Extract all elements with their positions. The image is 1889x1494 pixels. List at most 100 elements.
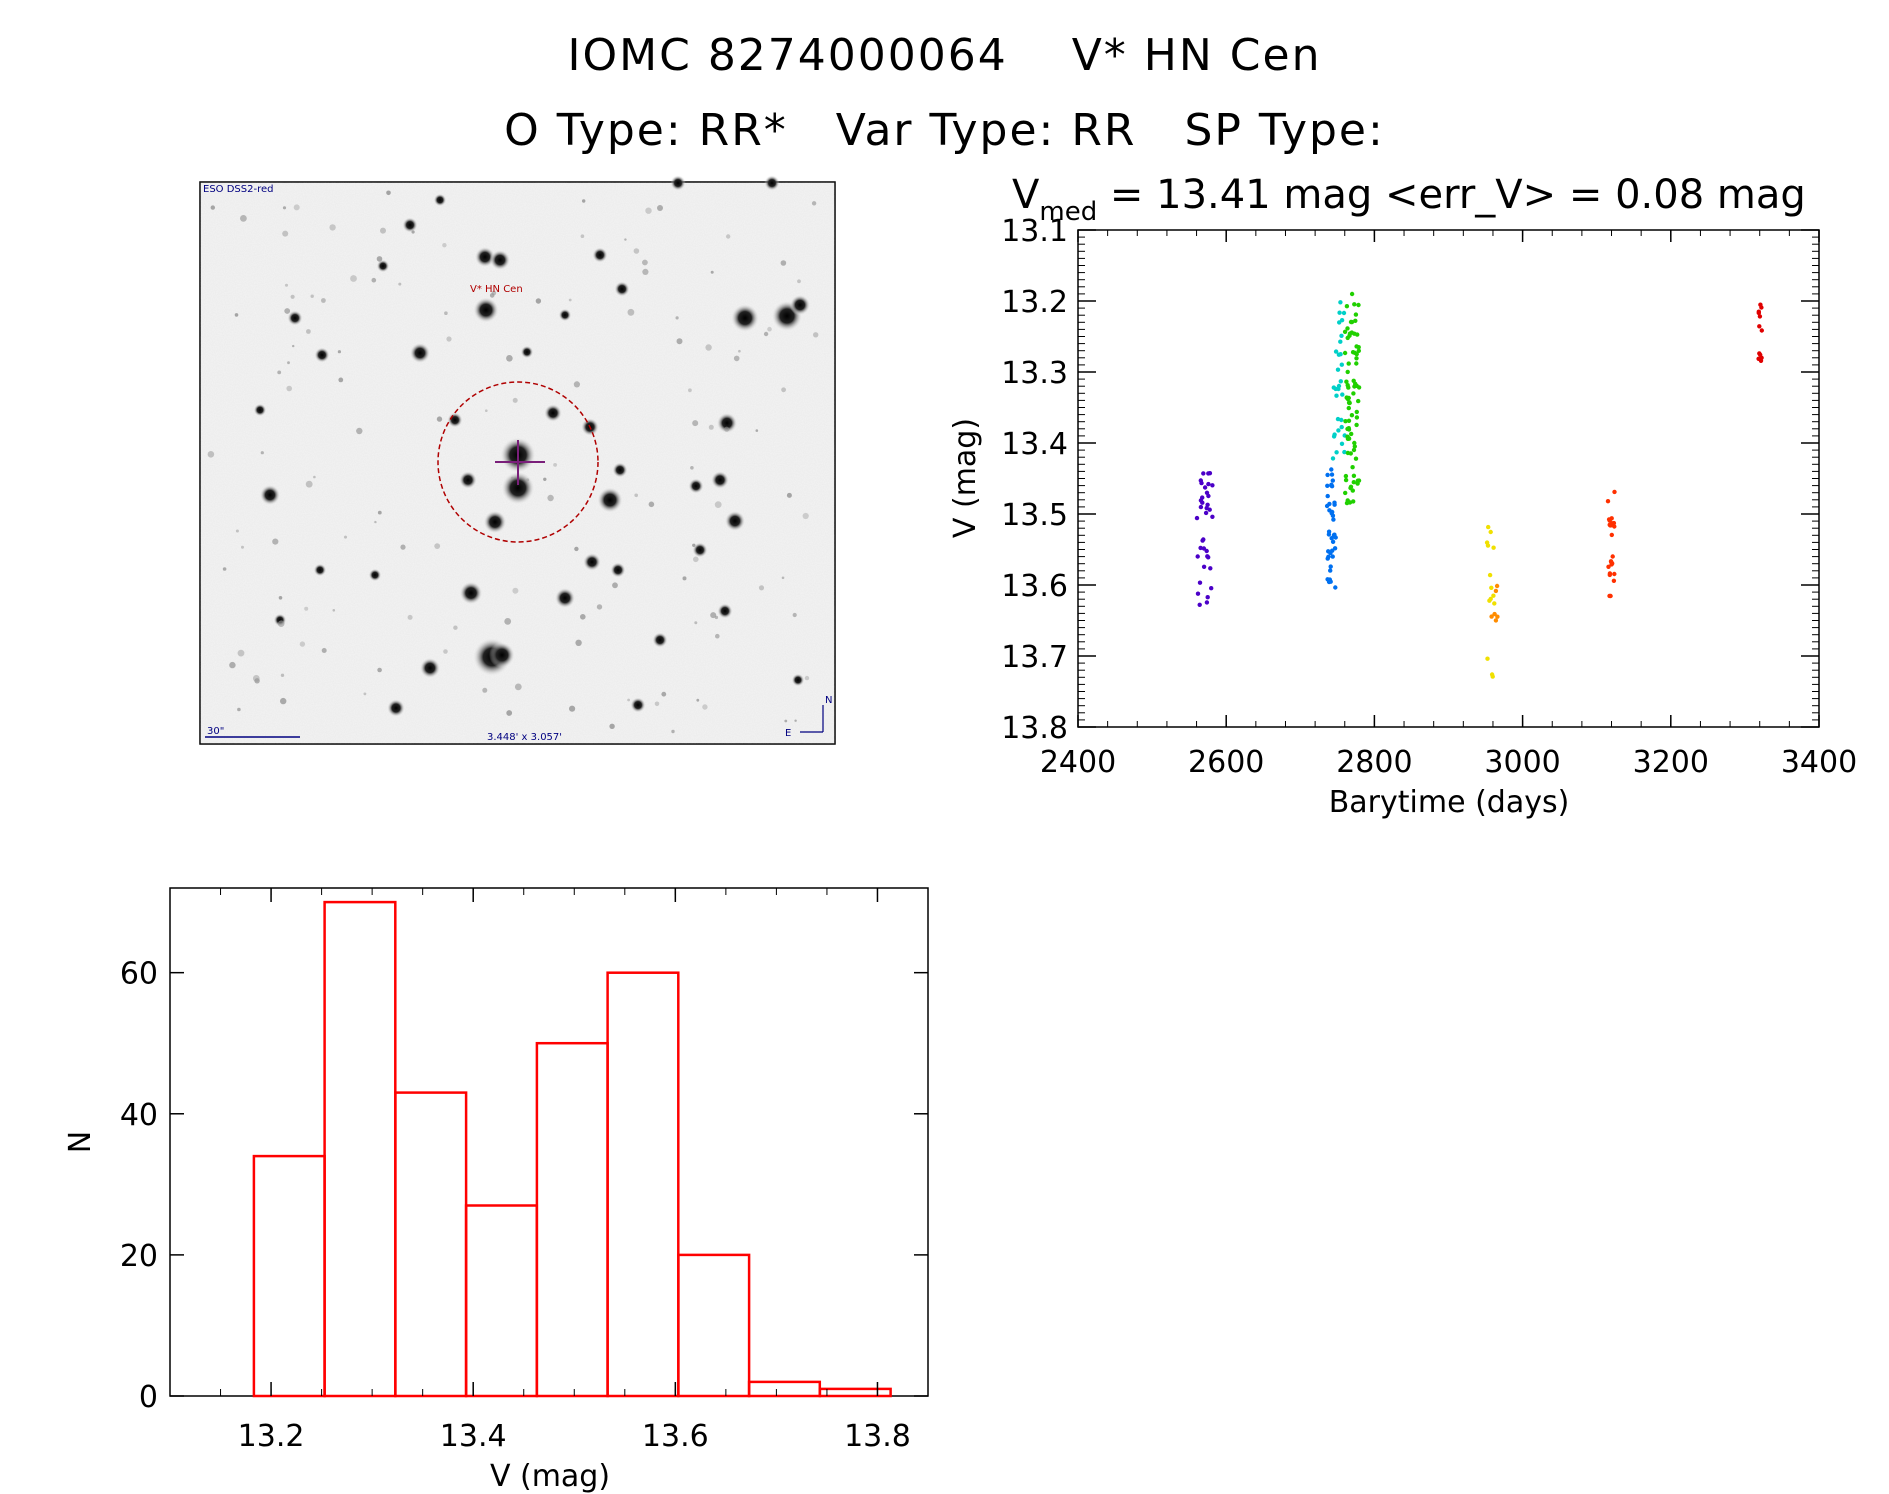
hist-ytick-label: 60 xyxy=(120,957,158,992)
faint-star xyxy=(338,377,344,383)
lc-ytick-label: 13.8 xyxy=(1001,711,1068,746)
faint-star xyxy=(781,387,786,393)
star-36 xyxy=(376,259,390,273)
faint-star xyxy=(705,344,712,351)
faint-star xyxy=(535,298,542,304)
chart-title-line2: O Type: RR* Var Type: RR SP Type: xyxy=(504,105,1385,156)
star-25 xyxy=(582,552,602,572)
lc-point xyxy=(1338,300,1343,305)
star-17 xyxy=(724,510,746,532)
star-3 xyxy=(597,487,623,513)
lc-point xyxy=(1338,339,1343,344)
lc-point xyxy=(1356,398,1361,404)
lc-point xyxy=(1757,324,1762,329)
lc-point xyxy=(1339,441,1345,446)
lc-point xyxy=(1200,495,1205,500)
lc-point xyxy=(1333,585,1338,590)
faint-star xyxy=(624,238,627,241)
faint-star xyxy=(733,355,740,362)
lc-point xyxy=(1608,593,1613,599)
histogram-ylabel: N xyxy=(63,1131,98,1153)
light-curve-ylabel: V (mag) xyxy=(948,418,983,538)
lc-point xyxy=(1485,656,1490,661)
faint-star xyxy=(272,538,279,545)
faint-star xyxy=(313,475,316,479)
lc-point xyxy=(1351,480,1357,485)
faint-star xyxy=(241,545,244,549)
lc-point xyxy=(1338,352,1343,357)
faint-star xyxy=(443,649,448,654)
lc-point xyxy=(1198,504,1204,510)
faint-star xyxy=(237,707,241,712)
lc-point xyxy=(1327,577,1333,582)
lc-point xyxy=(1488,529,1493,535)
lc-ytick-label: 13.3 xyxy=(1001,356,1068,391)
histogram-bar xyxy=(606,971,680,1398)
lc-point xyxy=(1349,413,1355,418)
lc-point xyxy=(1210,483,1215,488)
lc-point xyxy=(1328,568,1333,573)
lc-point xyxy=(1346,400,1352,405)
lc-point xyxy=(1194,515,1200,521)
star-39 xyxy=(447,412,463,428)
lc-point xyxy=(1607,572,1613,578)
lc-point xyxy=(1201,564,1207,569)
field-size-label: 3.448' x 3.057' xyxy=(487,732,562,743)
lc-point xyxy=(1353,456,1359,461)
faint-star xyxy=(237,649,245,657)
hist-xtick-label: 13.6 xyxy=(642,1419,709,1454)
lc-point xyxy=(1326,549,1331,554)
faint-star xyxy=(612,582,618,589)
histogram-bar xyxy=(677,1253,751,1398)
histogram-bar xyxy=(252,1154,326,1398)
lc-point xyxy=(1759,305,1764,310)
lc-point xyxy=(1494,583,1500,589)
lc-point xyxy=(1334,393,1339,398)
lc-point xyxy=(1607,522,1612,527)
target-label: V* HN Cen xyxy=(470,284,523,295)
faint-star xyxy=(573,381,581,388)
lc-xtick-label: 3000 xyxy=(1484,745,1560,780)
star-18 xyxy=(717,603,733,619)
faint-star xyxy=(234,313,239,317)
lc-xtick-label: 3400 xyxy=(1781,745,1857,780)
faint-star xyxy=(282,230,289,237)
star-38 xyxy=(253,403,267,417)
lc-point xyxy=(1336,428,1341,433)
lc-point xyxy=(1354,356,1359,361)
lc-point xyxy=(1333,349,1339,354)
faint-star xyxy=(510,476,514,480)
faint-star xyxy=(792,612,797,618)
hist-xtick-label: 13.4 xyxy=(440,1419,507,1454)
star-22 xyxy=(419,657,441,679)
faint-star xyxy=(702,704,708,710)
faint-star xyxy=(811,201,817,206)
histogram-bar xyxy=(394,1091,468,1398)
lc-point xyxy=(1346,418,1352,423)
faint-star xyxy=(386,190,391,196)
star-28 xyxy=(692,542,708,558)
compass: N E xyxy=(785,695,832,739)
lc-point xyxy=(1346,405,1352,411)
faint-star xyxy=(229,661,236,669)
faint-star xyxy=(376,256,383,262)
lc-point xyxy=(1329,467,1334,472)
lc-point xyxy=(1354,361,1359,366)
lc-point xyxy=(1330,478,1336,483)
faint-star xyxy=(290,294,295,299)
faint-star xyxy=(356,427,363,435)
lc-point xyxy=(1330,456,1336,461)
faint-star xyxy=(543,477,547,481)
lc-point xyxy=(1349,291,1355,297)
faint-star xyxy=(710,612,717,619)
lc-point xyxy=(1206,481,1211,487)
faint-star xyxy=(642,268,649,275)
faint-star xyxy=(374,520,377,524)
lc-point xyxy=(1759,355,1764,360)
lc-point xyxy=(1346,436,1352,441)
lc-point xyxy=(1612,489,1617,495)
lc-point xyxy=(1605,499,1611,504)
lc-point xyxy=(1345,450,1351,456)
faint-star xyxy=(506,710,513,716)
lc-point xyxy=(1491,545,1496,550)
